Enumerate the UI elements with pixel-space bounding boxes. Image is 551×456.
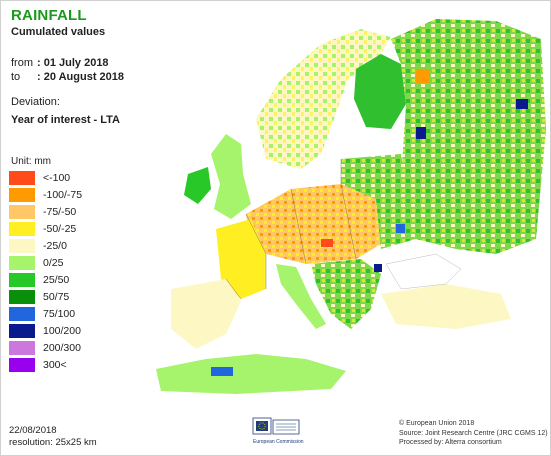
north-africa-wet-spot [211,367,233,376]
wet-patch [396,224,405,233]
map-resolution: resolution: 25x25 km [9,437,97,448]
dry-patch [416,69,430,83]
legend-label: 50/75 [43,290,70,303]
legend: <-100 -100/-75 -75/-50 -50/-25 -25/0 0/2… [9,169,119,373]
to-label: to [11,71,21,83]
map-subtitle: Cumulated values [11,26,106,38]
legend-row: -25/0 [9,237,119,254]
russia-region [391,19,546,254]
wet-patch [516,99,528,109]
legend-row: 25/50 [9,271,119,288]
legend-label: -25/0 [43,239,67,252]
legend-label: 100/200 [43,324,81,337]
legend-row: -75/-50 [9,203,119,220]
north-africa-region [156,354,346,394]
legend-swatch [9,306,35,321]
eu-logo-text: European Commission [253,439,304,445]
european-commission-logo: European Commission [252,417,304,445]
legend-row: 75/100 [9,305,119,322]
legend-swatch [9,340,35,355]
legend-label: -75/-50 [43,205,77,218]
legend-swatch [9,357,35,372]
turkey-region [381,284,511,329]
legend-label: 0/25 [43,256,64,269]
deviation-label: Deviation: [11,96,60,108]
france-region [216,219,266,299]
to-date: : 20 August 2018 [37,71,125,83]
legend-label: 200/300 [43,341,81,354]
great-britain-region [211,134,251,219]
map-date: 22/08/2018 [9,425,57,436]
period-from: from : 01 July 2018 [11,57,109,69]
legend-swatch [9,187,35,202]
legend-label: <-100 [43,171,71,184]
finland-region [354,54,406,129]
legend-row: -50/-25 [9,220,119,237]
legend-swatch [9,170,35,185]
black-sea [385,253,462,290]
legend-row: -100/-75 [9,186,119,203]
iberia-region [171,279,241,349]
footer-right: © European Union 2018 Source: Joint Rese… [399,419,548,448]
from-label: from [11,57,33,69]
wet-patch [374,264,382,272]
from-date: : 01 July 2018 [37,57,109,69]
balkans-region [311,259,381,329]
legend-label: -100/-75 [43,188,83,201]
ireland-region [184,167,211,204]
legend-label: -50/-25 [43,222,77,235]
legend-swatch [9,221,35,236]
wet-patch [416,127,426,139]
footer-left: 22/08/2018 resolution: 25x25 km [9,425,97,449]
legend-unit: Unit: mm [11,156,51,167]
legend-swatch [9,289,35,304]
legend-label: 25/50 [43,273,70,286]
legend-label: 300< [43,358,67,371]
legend-row: <-100 [9,169,119,186]
source: Source: Joint Research Centre (JRC CGMS … [399,429,548,437]
scandinavia-region [256,29,391,169]
legend-row: 100/200 [9,322,119,339]
europe-rainfall-map [156,19,546,394]
central-europe-region [246,184,381,264]
period-to: to : 20 August 2018 [11,71,124,83]
italy-region [276,264,326,329]
year-of-interest-label: Year of interest - LTA [11,114,121,126]
legend-swatch [9,204,35,219]
country-borders [225,159,357,300]
legend-row: 0/25 [9,254,119,271]
dry-patch [321,239,333,247]
legend-swatch [9,255,35,270]
legend-label: 75/100 [43,307,76,320]
map-title: RAINFALL [11,7,87,24]
copyright: © European Union 2018 [399,420,475,427]
legend-swatch [9,238,35,253]
processed-by: Processed by: Alterra consortium [399,439,502,446]
legend-swatch [9,272,35,287]
legend-swatch [9,323,35,338]
legend-row: 50/75 [9,288,119,305]
legend-row: 200/300 [9,339,119,356]
legend-row: 300< [9,356,119,373]
